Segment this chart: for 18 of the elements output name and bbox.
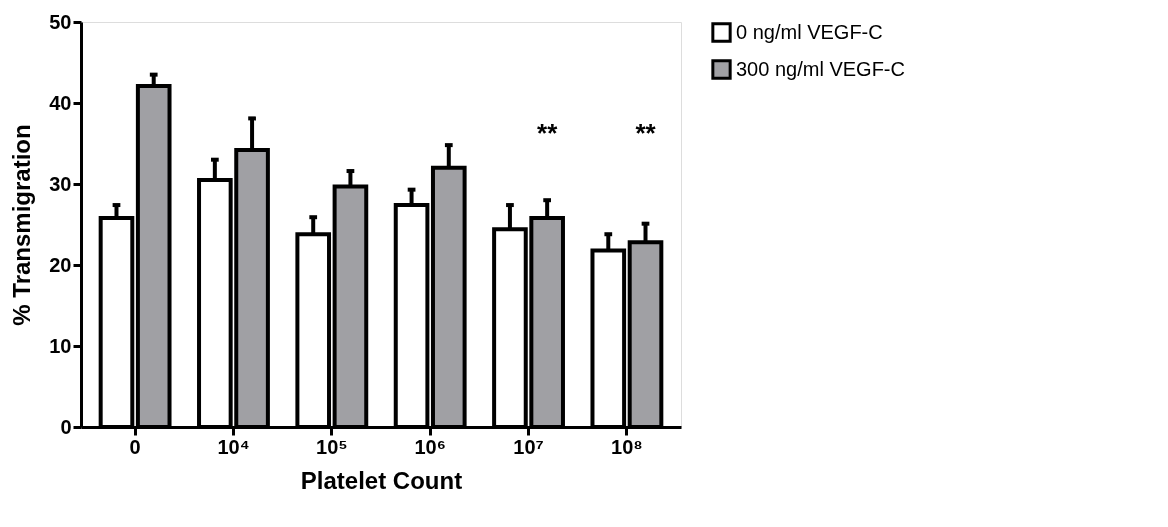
y-tick-label: 30 [49,172,72,195]
y-tick-label: 10 [49,334,72,357]
x-tick-label: 10⁷ [513,435,544,458]
y-tick-label: 40 [49,91,72,114]
legend-label: 300 ng/ml VEGF-C [736,57,905,80]
x-tick-label: 10⁸ [611,435,643,458]
x-tick-label: 10⁴ [217,435,250,458]
x-tick-label: 10⁵ [316,435,348,458]
legend-label: 0 ng/ml VEGF-C [736,20,883,43]
x-axis-title: Platelet Count [300,466,463,494]
annotation: ** [537,118,559,148]
x-tick-label: 0 [129,435,141,458]
y-tick-label: 20 [49,253,72,276]
y-axis-title: % Transmigration [8,124,36,326]
y-tick-label: 50 [49,10,72,33]
y-tick-label: 0 [60,415,72,438]
x-tick-label: 10⁶ [414,435,446,458]
annotation: ** [635,118,657,148]
